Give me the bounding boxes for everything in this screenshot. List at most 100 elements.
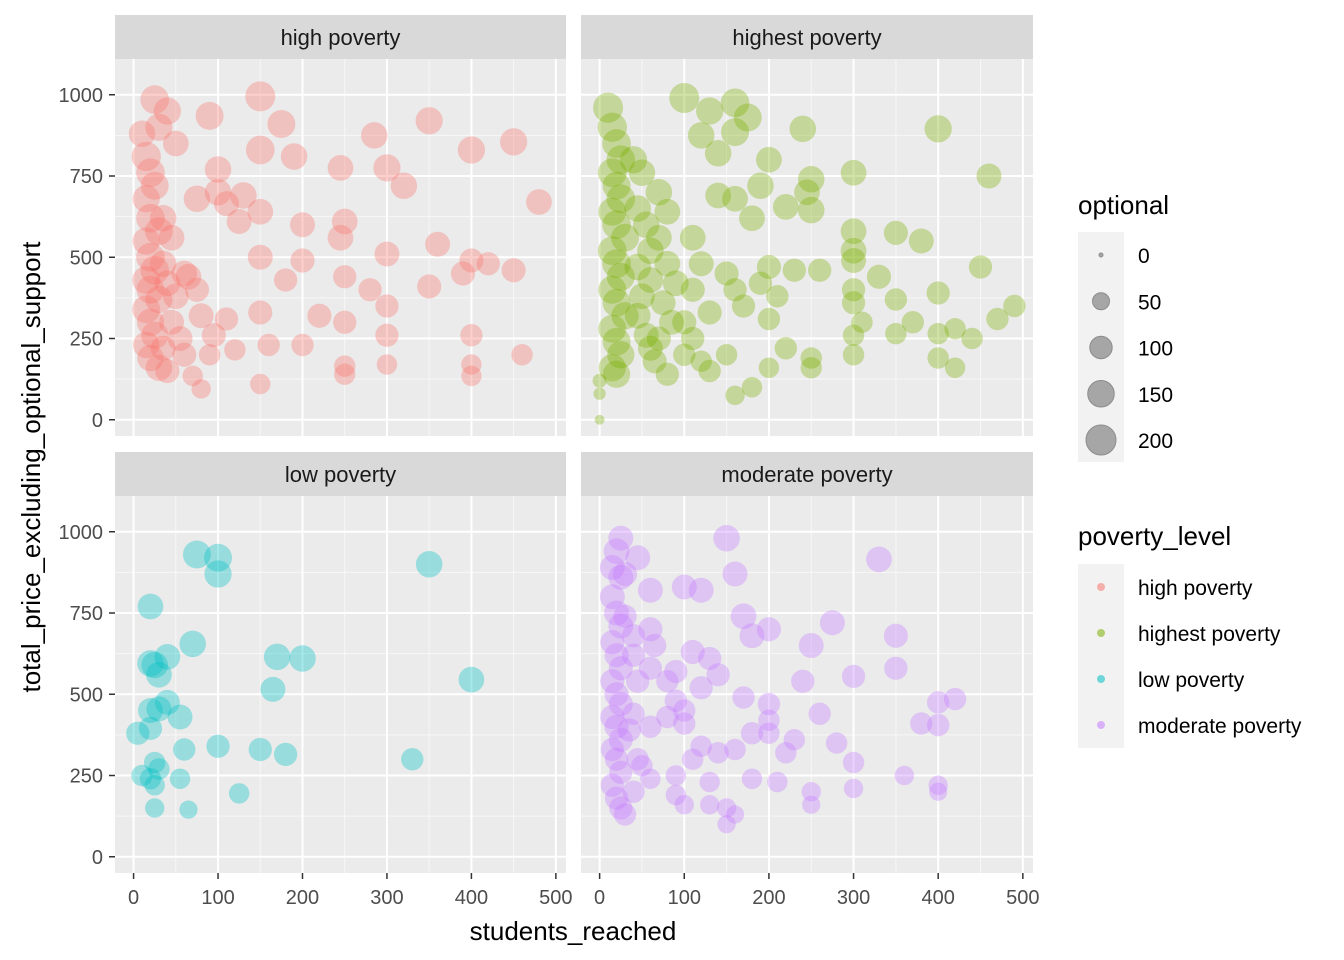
data-point [459,248,484,273]
data-point [707,742,729,764]
data-point [717,815,736,834]
data-point [169,768,191,789]
data-point [656,670,679,693]
data-point [136,242,165,272]
data-point [195,101,224,130]
data-point [140,171,169,200]
data-point [758,357,780,378]
data-point [883,220,908,245]
data-point [673,343,696,366]
data-point [132,227,160,255]
data-point [731,294,756,318]
data-point [290,248,315,273]
data-point [714,261,739,286]
data-point [664,659,688,684]
data-point [390,172,418,200]
facet-strip [581,452,1033,496]
data-point [1003,294,1026,318]
data-point [167,704,193,730]
data-point [664,689,687,712]
data-point [450,261,476,286]
facet-strip [115,452,566,496]
data-point [476,252,500,276]
data-point [593,387,606,400]
data-point [632,211,660,239]
data-point [136,203,165,233]
data-point [926,281,950,305]
data-point [198,344,221,366]
color-legend-label: highest poverty [1138,623,1281,646]
data-point [228,783,250,804]
data-point [706,663,730,687]
data-point [619,146,648,174]
data-point [358,278,382,302]
data-point [458,666,485,693]
data-point [141,651,168,679]
data-point [766,285,789,308]
data-point [175,263,202,290]
data-point [182,540,211,569]
data-point [594,414,605,425]
data-point [599,584,625,610]
data-point [145,113,173,141]
size-legend-label: 100 [1138,338,1173,361]
data-point [191,379,211,399]
y-tick-label: 750 [70,603,103,625]
data-point [159,309,185,335]
data-point [612,561,638,587]
data-point [628,159,656,187]
data-point [289,645,316,672]
data-point [604,643,629,668]
data-point [624,195,651,222]
data-point [621,643,646,667]
data-point [794,179,820,206]
x-tick-label: 100 [201,887,234,909]
data-point [840,237,867,264]
data-point [602,129,631,158]
data-point [150,335,176,361]
data-point [968,255,993,279]
data-point [655,362,679,386]
data-point [665,765,687,786]
data-point [682,748,704,770]
x-tick-label: 0 [594,887,605,909]
data-point [184,277,209,302]
data-point [155,358,180,384]
data-point [138,716,163,741]
data-point [662,270,689,297]
data-point [883,623,908,648]
data-point [645,224,672,251]
data-point [204,156,232,183]
data-point [257,333,280,357]
data-point [659,309,685,335]
y-tick-label: 750 [70,166,103,188]
data-point [851,311,873,333]
data-point [808,702,831,725]
data-point [500,128,528,156]
data-point [800,357,822,379]
data-point [597,236,627,266]
points-group [599,524,967,834]
data-point [206,734,230,758]
data-point [669,83,700,113]
data-point [280,143,308,170]
data-point [273,268,298,292]
size-legend-title: optional [1078,190,1169,220]
data-point [774,337,798,360]
data-point [840,159,867,186]
facet-strip-label: highest poverty [732,25,881,50]
data-point [645,178,673,206]
data-point [723,278,747,302]
data-point [248,737,272,762]
data-point [333,310,357,334]
data-point [273,742,298,767]
data-point [866,546,892,573]
data-point [224,339,246,361]
color-legend-key [1097,675,1105,683]
data-point [699,795,720,815]
points-group [126,540,485,819]
data-point [141,321,169,349]
data-point [598,275,627,304]
data-point [140,255,170,285]
